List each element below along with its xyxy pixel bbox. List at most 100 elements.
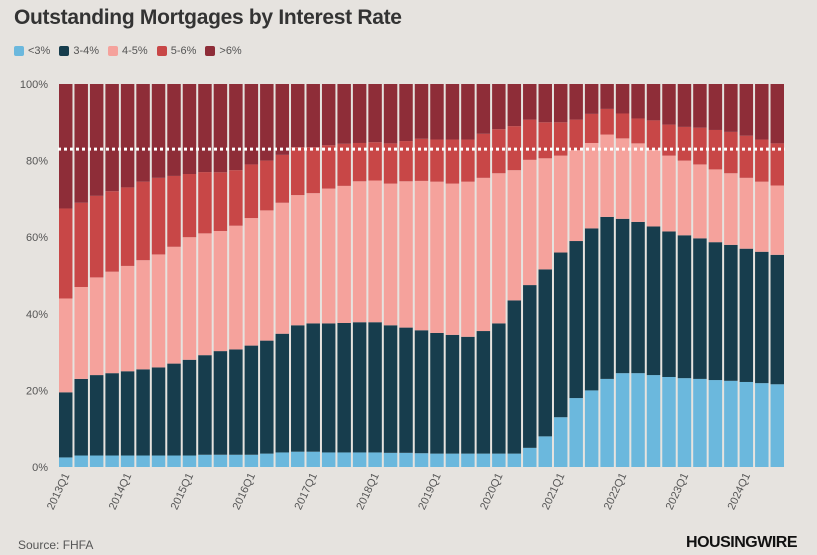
bar-segment — [631, 118, 645, 144]
bar-segment — [229, 84, 243, 171]
bar-segment — [708, 380, 723, 467]
bar-segment — [677, 160, 692, 236]
bar-segment — [445, 84, 460, 140]
bar-segment — [306, 147, 320, 194]
bar-segment — [646, 120, 661, 150]
bar-segment — [321, 323, 336, 453]
bar-segment — [59, 298, 73, 393]
bar-segment — [59, 392, 73, 458]
bar-segment — [260, 210, 274, 341]
bar-segment — [213, 84, 228, 173]
bar-segment — [306, 323, 320, 452]
bar-segment — [368, 180, 382, 323]
bar-segment — [615, 373, 630, 467]
bar-segment — [352, 452, 367, 467]
bar-segment — [538, 158, 552, 270]
bar-segment — [291, 195, 305, 326]
bar-segment — [136, 260, 150, 370]
bar-segment — [523, 285, 537, 448]
bar-segment — [337, 84, 351, 144]
legend-label-4-5: 4-5% — [122, 45, 148, 57]
bar-segment — [337, 322, 351, 453]
housingwire-logo: HOUSINGWIRE — [686, 534, 797, 551]
bar-segment — [677, 378, 692, 467]
bar-segment — [414, 453, 429, 467]
bar-segment — [569, 241, 583, 399]
bar-segment — [383, 84, 398, 144]
bar-segment — [461, 181, 475, 337]
bar-segment — [105, 373, 119, 456]
bar-segment — [136, 84, 150, 182]
bar-segment — [631, 84, 645, 119]
bar-segment — [167, 175, 181, 247]
bar-segment — [74, 202, 88, 287]
bar-segment — [74, 455, 88, 467]
bar-segment — [724, 380, 738, 467]
bar-segment — [275, 154, 290, 203]
bar-segment — [770, 84, 784, 144]
bar-segment — [414, 138, 429, 181]
bar-segment — [151, 254, 166, 368]
bar-segment — [306, 84, 320, 148]
x-tick-label: 2016Q1 — [231, 471, 258, 512]
bar-segment — [89, 455, 104, 467]
bar-segment — [275, 202, 290, 334]
bar-segment — [646, 226, 661, 376]
x-tick-label: 2013Q1 — [45, 471, 72, 512]
bar-segment — [646, 375, 661, 467]
bar-segment — [476, 331, 491, 454]
bar-segment — [213, 351, 228, 455]
bar-segment — [260, 453, 274, 467]
bar-segment — [275, 333, 290, 453]
bar-segment — [739, 84, 754, 136]
x-tick-label: 2024Q1 — [726, 471, 753, 512]
bar-segment — [414, 180, 429, 331]
x-tick-label: 2017Q1 — [293, 471, 320, 512]
bar-segment — [600, 134, 614, 217]
bar-segment — [770, 185, 784, 255]
bar-segment — [445, 453, 460, 467]
bar-segment — [120, 84, 135, 188]
bar-segment — [569, 398, 583, 467]
bar-segment — [739, 248, 754, 382]
bar-segment — [120, 371, 135, 456]
legend-item: 4-5% — [108, 45, 148, 57]
bar-segment — [755, 251, 769, 384]
bar-segment — [399, 327, 413, 453]
bar-segment — [445, 183, 460, 335]
bar-segment — [291, 325, 305, 452]
bar-segment — [430, 181, 444, 333]
bar-segment — [724, 84, 738, 132]
bar-segment — [677, 84, 692, 127]
bar-segment — [708, 242, 723, 381]
bar-segment — [291, 147, 305, 196]
bar-segment — [739, 135, 754, 178]
bar-segment — [600, 108, 614, 135]
bar-segment — [492, 323, 506, 454]
bar-segment — [615, 84, 630, 114]
bar-segment — [445, 334, 460, 454]
bar-segment — [74, 286, 88, 379]
bar-segment — [724, 131, 738, 174]
bar-segment — [120, 455, 135, 467]
legend-label-3-4: 3-4% — [73, 45, 100, 57]
bar-segment — [151, 455, 166, 467]
bar-segment — [368, 142, 382, 181]
bar-segment — [244, 164, 259, 219]
bar-segment — [523, 159, 537, 286]
bar-segment — [291, 84, 305, 148]
bar-segment — [182, 359, 197, 456]
bar-segment — [553, 84, 568, 123]
bar-segment — [770, 384, 784, 467]
bar-segment — [337, 143, 351, 186]
y-tick-label: 0% — [32, 462, 48, 474]
x-tick-label: 2022Q1 — [602, 471, 629, 512]
bar-segment — [615, 113, 630, 139]
x-tick-label: 2021Q1 — [540, 471, 567, 512]
bar-segment — [507, 84, 522, 127]
legend-label-gt6: >6% — [219, 45, 242, 57]
bar-segment — [507, 170, 522, 301]
bar-segment — [755, 181, 769, 252]
bar-segment — [569, 119, 583, 151]
